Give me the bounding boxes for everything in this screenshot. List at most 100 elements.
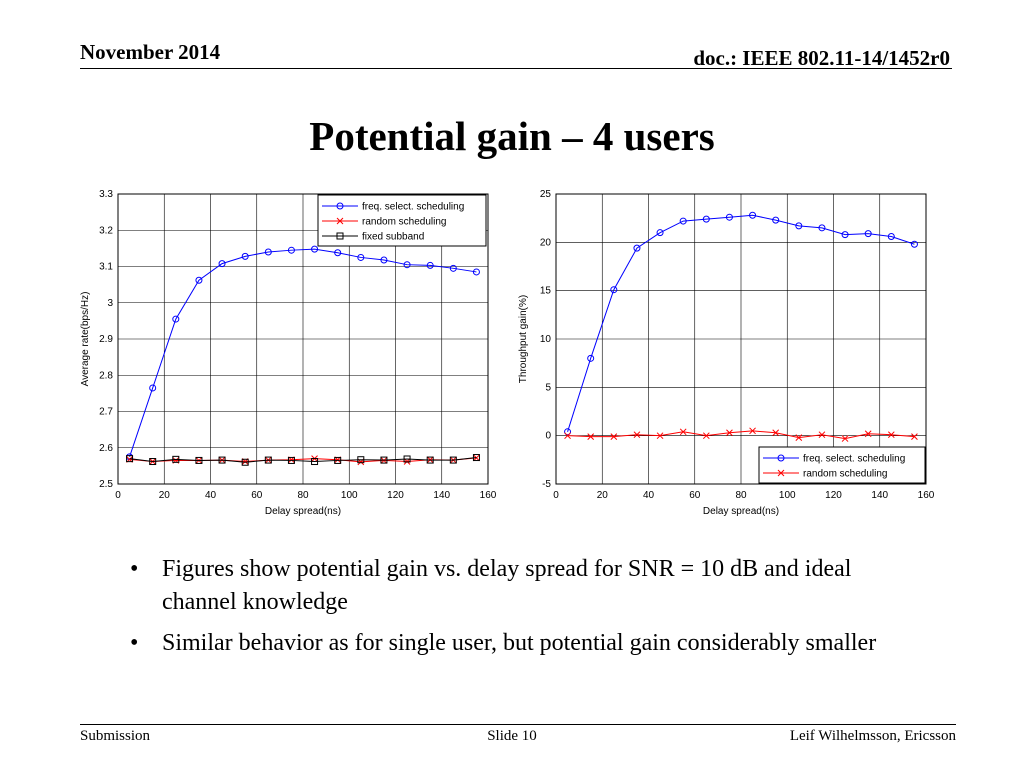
data-point-circle [587, 354, 595, 362]
series-line [129, 457, 477, 463]
data-point-circle [172, 315, 180, 323]
data-point-square [334, 456, 342, 464]
data-point-circle [772, 216, 780, 224]
data-point-square [172, 455, 180, 463]
x-tick-label: 80 [297, 490, 309, 501]
y-axis-label: Average rate(bps/Hz) [80, 292, 91, 387]
data-point-circle [702, 215, 710, 223]
header-divider [80, 68, 952, 69]
x-tick-label: 20 [159, 490, 171, 501]
data-point-square [449, 456, 457, 464]
data-point-circle [336, 202, 344, 210]
data-point-circle [472, 268, 480, 276]
data-point-circle [218, 260, 226, 268]
data-point-circle [357, 253, 365, 261]
x-tick-label: 160 [480, 490, 497, 501]
x-tick-label: 60 [689, 490, 701, 501]
data-point-x [911, 433, 918, 440]
data-point-square [264, 456, 272, 464]
data-point-x [610, 433, 618, 440]
data-point-x [777, 469, 785, 477]
legend-label: freq. select. scheduling [803, 454, 905, 465]
y-axis-label: Throughput gain(%) [518, 295, 529, 383]
data-point-x [772, 429, 780, 437]
grid-lines [118, 194, 488, 484]
x-tick-label: 120 [387, 490, 404, 501]
series-circle [126, 245, 480, 461]
y-tick-label: 2.5 [99, 479, 113, 490]
data-point-x [679, 428, 687, 436]
data-point-x [564, 432, 571, 440]
x-tick-label: 80 [735, 490, 747, 501]
data-point-square [218, 456, 226, 464]
data-point-square [426, 456, 434, 464]
y-tick-label: 10 [540, 334, 552, 345]
data-point-circle [725, 213, 733, 221]
x-tick-label: 100 [341, 490, 358, 501]
data-point-x [749, 427, 756, 435]
series-x [564, 427, 918, 442]
data-point-circle [679, 217, 687, 225]
data-point-circle [633, 244, 641, 252]
y-tick-label: 2.9 [99, 334, 113, 345]
x-tick-label: 120 [825, 490, 842, 501]
bullet-text: Figures show potential gain vs. delay sp… [162, 556, 852, 615]
data-point-square [357, 456, 365, 464]
data-point-circle [380, 256, 388, 264]
data-point-circle [241, 252, 249, 260]
data-point-x [818, 431, 826, 439]
legend: freq. select. scheduling random schedulin… [758, 446, 926, 484]
legend-box [758, 446, 926, 484]
data-point-circle [777, 454, 785, 462]
y-tick-label: 0 [545, 431, 551, 442]
data-point-circle [749, 211, 757, 219]
data-point-square [403, 455, 411, 463]
data-point-x [887, 431, 895, 439]
data-point-square [311, 458, 319, 466]
y-tick-label: 2.7 [99, 407, 113, 418]
y-tick-label: 2.6 [99, 443, 113, 454]
data-point-x [795, 434, 803, 441]
series-square [126, 454, 480, 466]
data-point-circle [287, 246, 295, 254]
data-point-x [841, 435, 849, 442]
x-tick-label: 0 [115, 490, 121, 501]
x-tick-label: 100 [779, 490, 796, 501]
x-tick-label: 140 [871, 490, 888, 501]
data-point-x [633, 431, 641, 439]
bullet-dot: • [130, 630, 139, 656]
legend-label: random scheduling [803, 469, 888, 480]
bullet-list: • Figures show potential gain vs. delay s… [130, 553, 930, 668]
data-point-circle [910, 240, 918, 248]
x-tick-label: 40 [643, 490, 655, 501]
series-line [567, 214, 915, 432]
x-tick-label: 160 [918, 490, 935, 501]
x-tick-label: 20 [597, 490, 609, 501]
data-point-square [472, 454, 480, 462]
data-point-circle [564, 428, 572, 436]
y-tick-label: 3.3 [99, 189, 113, 200]
data-point-square [195, 456, 203, 464]
header-date: November 2014 [80, 40, 221, 64]
data-point-square [126, 455, 134, 463]
data-point-square [241, 458, 249, 466]
data-point-square [336, 232, 344, 240]
data-point-circle [864, 230, 872, 238]
y-tick-label: 15 [540, 286, 552, 297]
bullet-dot: • [130, 556, 139, 582]
data-point-x [587, 433, 595, 440]
data-point-circle [264, 248, 272, 256]
data-point-circle [841, 231, 849, 239]
data-point-circle [656, 229, 664, 237]
series-line [129, 248, 477, 457]
data-point-circle [403, 261, 411, 269]
x-tick-label: 60 [251, 490, 263, 501]
legend: freq. select. scheduling random schedulin… [317, 194, 487, 247]
legend-label: fixed subband [362, 232, 424, 243]
y-tick-label: 3.2 [99, 225, 113, 236]
data-point-circle [149, 384, 157, 392]
grid-lines [556, 194, 926, 484]
x-axis-label: Delay spread(ns) [703, 506, 779, 517]
x-tick-label: 140 [433, 490, 450, 501]
